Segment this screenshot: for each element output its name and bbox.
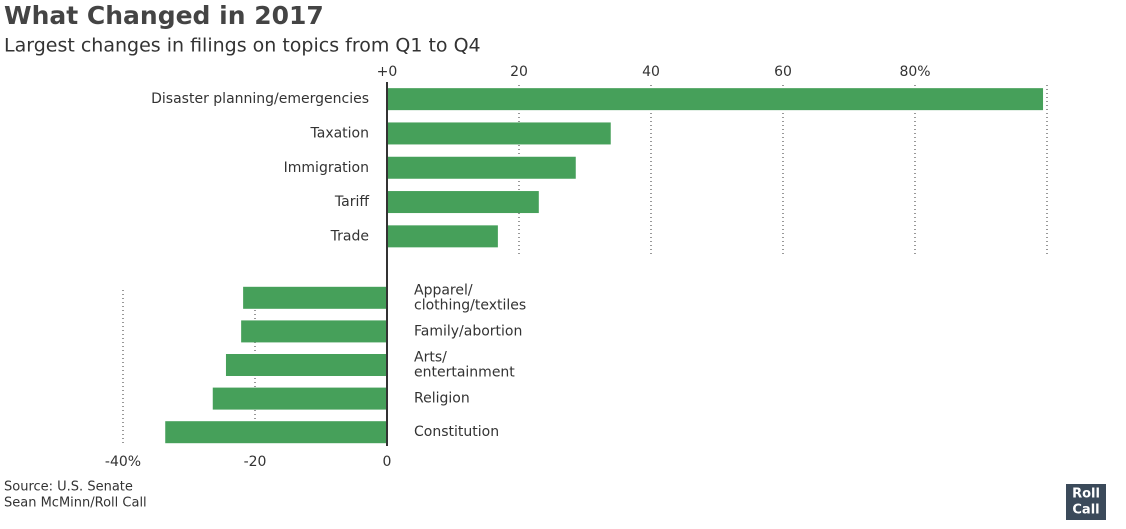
bar — [165, 421, 387, 444]
bar — [387, 191, 539, 214]
logo-box — [1066, 484, 1106, 520]
y-tick-label: Family/abortion — [414, 323, 522, 339]
x-tick-label: 60 — [774, 64, 792, 80]
bar — [387, 122, 611, 145]
source: Source: U.S. Senate — [4, 480, 133, 495]
x-tick-label: -20 — [244, 454, 267, 470]
y-tick-label: Arts/ — [414, 350, 447, 366]
y-tick-label: Constitution — [414, 424, 499, 440]
y-tick-label: Immigration — [284, 160, 369, 176]
bar — [241, 320, 387, 343]
y-tick-label: Apparel/ — [414, 282, 473, 298]
x-tick-label: 0 — [383, 454, 392, 470]
x-tick-label: 40 — [642, 64, 660, 80]
x-tick-label: 80% — [899, 64, 930, 80]
x-tick-label: 20 — [510, 64, 528, 80]
chart-subtitle: Largest changes in filings on topics fro… — [4, 35, 481, 57]
y-tick-label: entertainment — [414, 365, 515, 381]
bar — [243, 286, 387, 309]
credit: Sean McMinn/Roll Call — [4, 496, 147, 511]
y-tick-label: Taxation — [310, 125, 370, 141]
x-tick-label: +0 — [377, 64, 398, 80]
x-tick-label: -40% — [105, 454, 141, 470]
bar — [387, 156, 576, 179]
bar — [212, 387, 387, 410]
logo: Call — [1072, 503, 1099, 518]
y-tick-label: Disaster planning/emergencies — [151, 91, 369, 107]
chart-title: What Changed in 2017 — [4, 1, 324, 30]
y-tick-label: Tariff — [334, 194, 369, 210]
y-tick-label: clothing/textiles — [414, 297, 526, 313]
logo: Roll — [1072, 487, 1100, 502]
y-tick-label: Trade — [330, 228, 369, 244]
bar — [225, 354, 387, 376]
y-tick-label: Religion — [414, 391, 470, 407]
bar — [387, 225, 498, 248]
bar — [387, 88, 1044, 111]
